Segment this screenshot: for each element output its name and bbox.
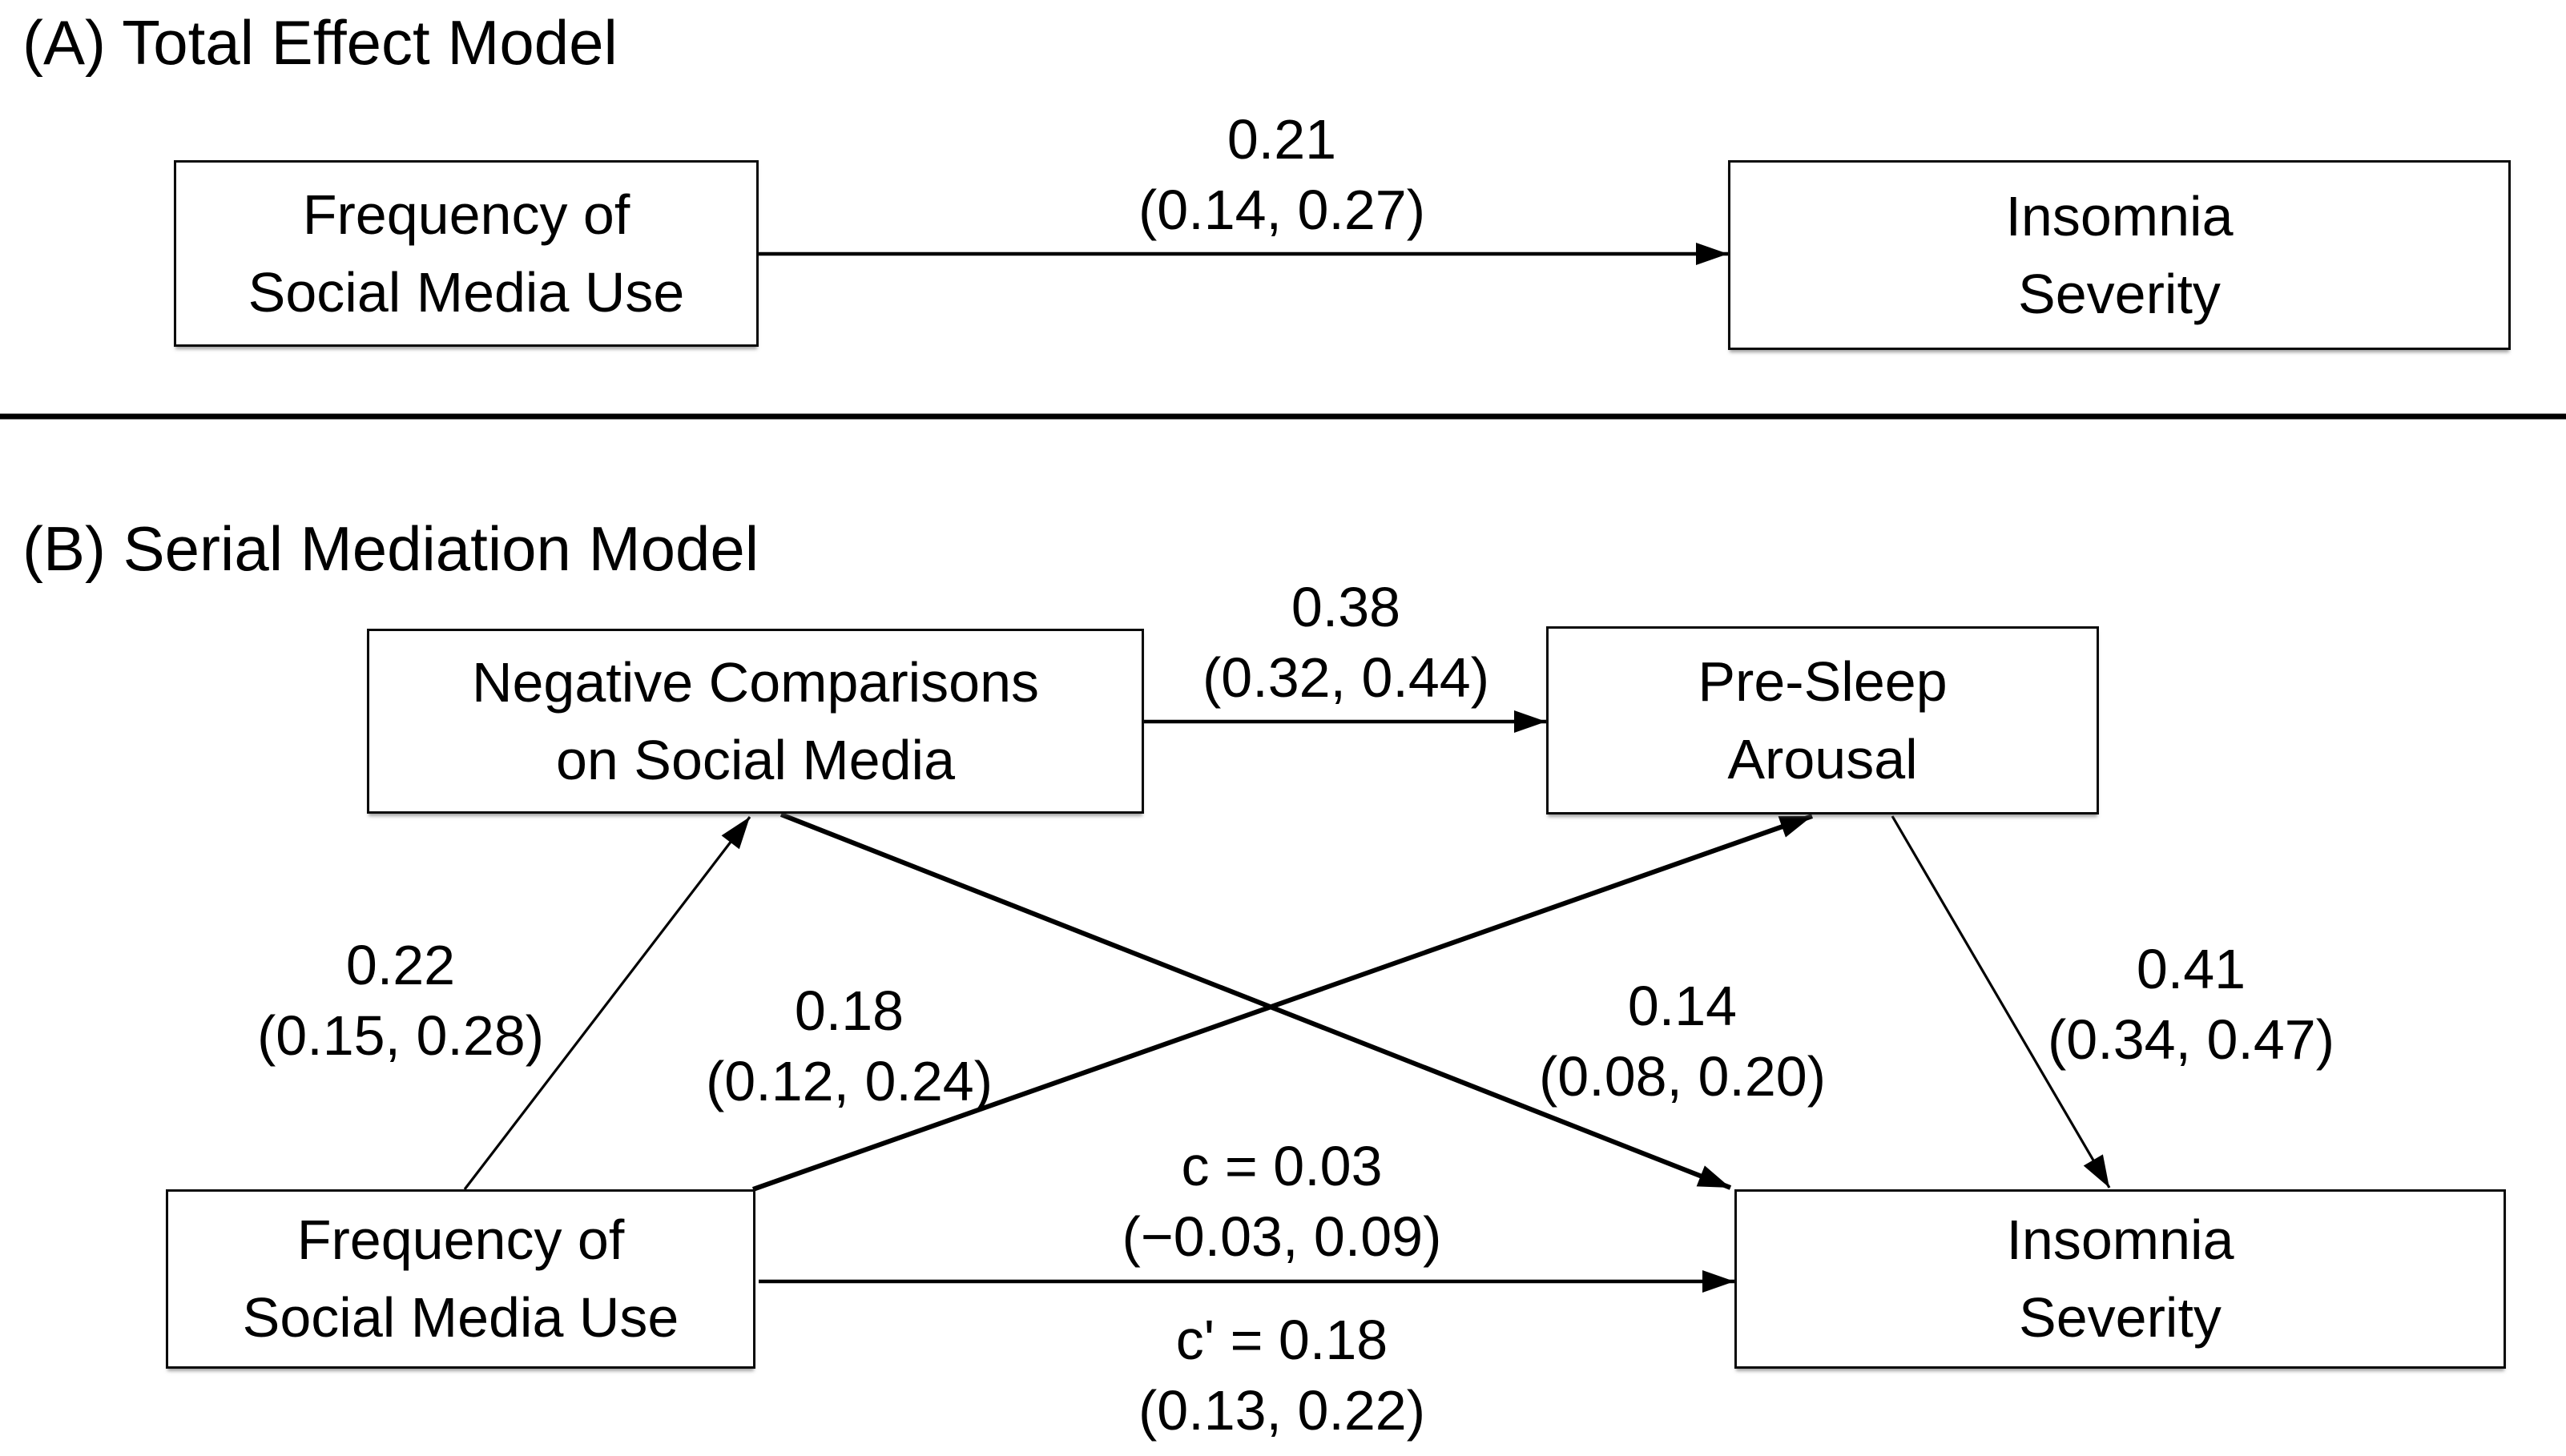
panel-b-title: (B) Serial Mediation Model xyxy=(22,513,759,584)
label-x-to-m2: 0.18 (0.12, 0.24) xyxy=(569,975,1130,1116)
box-frequency-social-media-use-a-label: Frequency of Social Media Use xyxy=(248,183,685,324)
label-total-effect: 0.21 (0.14, 0.27) xyxy=(1001,104,1562,245)
label-m1-to-y-ci: (0.08, 0.20) xyxy=(1539,1045,1826,1108)
label-direct-path-c-prime: c' = 0.18 (0.13, 0.22) xyxy=(1001,1305,1562,1446)
box-insomnia-severity-a-label: Insomnia Severity xyxy=(2005,184,2234,325)
box-pre-sleep-arousal-label: Pre-Sleep Arousal xyxy=(1698,650,1948,790)
arrow-x-to-m1 xyxy=(463,816,751,1190)
label-direct-path-c-prime-ci: (0.13, 0.22) xyxy=(1138,1379,1425,1442)
label-x-to-m2-ci: (0.12, 0.24) xyxy=(706,1050,993,1112)
label-total-effect-estimate: 0.21 xyxy=(1227,108,1337,171)
box-negative-comparisons: Negative Comparisons on Social Media xyxy=(367,629,1144,814)
label-m1-to-m2-ci: (0.32, 0.44) xyxy=(1202,646,1489,709)
label-m2-to-y-estimate: 0.41 xyxy=(2136,938,2246,1000)
label-total-path-c-ci: (−0.03, 0.09) xyxy=(1122,1205,1442,1268)
label-direct-path-c-prime-estimate: c' = 0.18 xyxy=(1175,1309,1388,1371)
label-m1-to-m2: 0.38 (0.32, 0.44) xyxy=(1065,572,1626,713)
label-x-to-m1-estimate: 0.22 xyxy=(345,934,456,996)
label-total-path-c: c = 0.03 (−0.03, 0.09) xyxy=(1001,1131,1562,1272)
box-frequency-social-media-use-a: Frequency of Social Media Use xyxy=(174,160,759,347)
arrow-x-to-m2 xyxy=(752,814,1813,1192)
label-m2-to-y: 0.41 (0.34, 0.47) xyxy=(1911,934,2471,1075)
label-x-to-m1-ci: (0.15, 0.28) xyxy=(257,1004,544,1067)
label-m1-to-m2-estimate: 0.38 xyxy=(1291,576,1401,638)
panel-a-title: (A) Total Effect Model xyxy=(22,7,618,78)
arrow-m2-to-y xyxy=(1891,815,2111,1189)
arrow-m1-to-y xyxy=(779,812,1732,1190)
box-pre-sleep-arousal: Pre-Sleep Arousal xyxy=(1546,626,2099,814)
label-total-effect-ci: (0.14, 0.27) xyxy=(1138,179,1425,241)
label-m1-to-y-estimate: 0.14 xyxy=(1627,975,1738,1037)
box-insomnia-severity-a: Insomnia Severity xyxy=(1728,160,2511,350)
box-frequency-social-media-use-b: Frequency of Social Media Use xyxy=(166,1189,755,1369)
label-m1-to-y: 0.14 (0.08, 0.20) xyxy=(1402,971,1963,1112)
box-insomnia-severity-b: Insomnia Severity xyxy=(1734,1189,2506,1369)
box-negative-comparisons-label: Negative Comparisons on Social Media xyxy=(471,650,1040,791)
label-m2-to-y-ci: (0.34, 0.47) xyxy=(2048,1008,2334,1071)
box-frequency-social-media-use-b-label: Frequency of Social Media Use xyxy=(242,1209,679,1349)
box-insomnia-severity-b-label: Insomnia Severity xyxy=(2006,1209,2234,1349)
label-x-to-m1: 0.22 (0.15, 0.28) xyxy=(120,930,681,1071)
label-x-to-m2-estimate: 0.18 xyxy=(794,979,904,1042)
label-total-path-c-estimate: c = 0.03 xyxy=(1181,1135,1383,1197)
